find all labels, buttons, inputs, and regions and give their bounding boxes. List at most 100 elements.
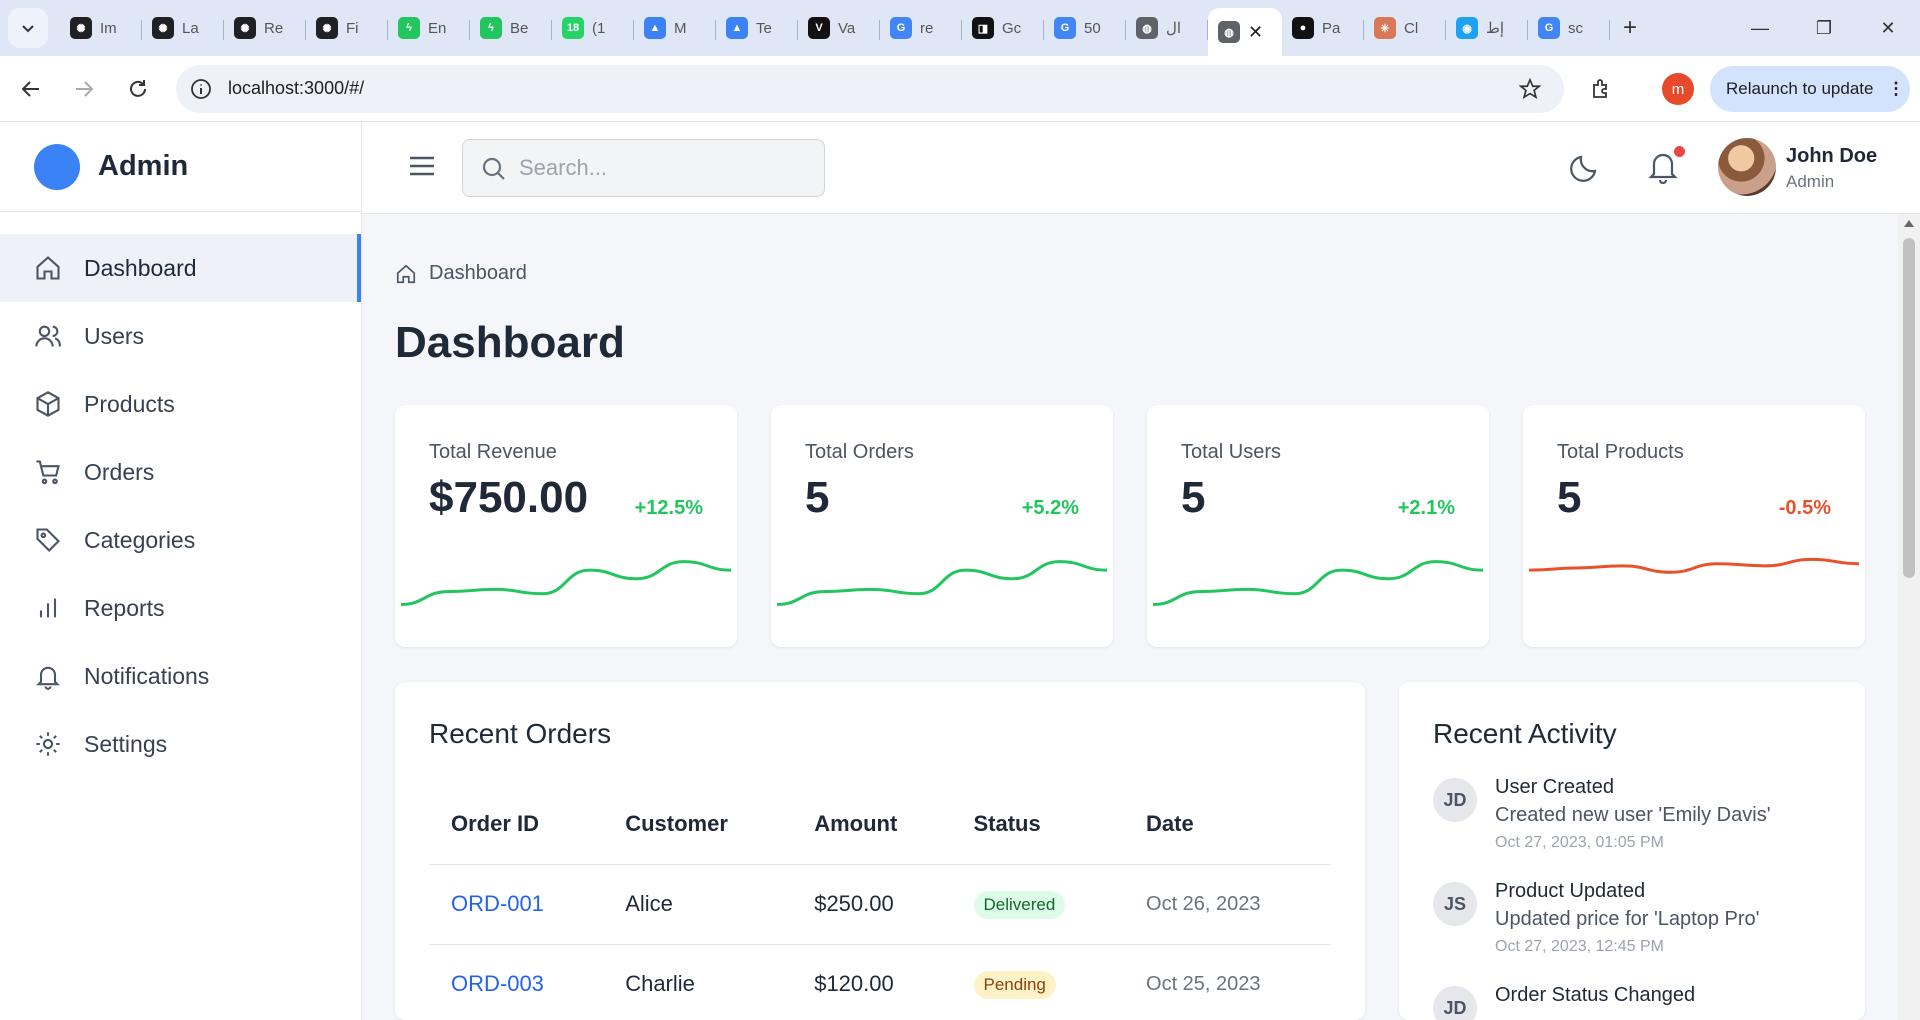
home-icon[interactable] <box>395 263 417 285</box>
sidebar-item-categories[interactable]: Categories <box>0 506 361 574</box>
activity-time: Oct 27, 2023, 01:05 PM <box>1495 834 1664 851</box>
browser-tab[interactable]: ϟ En <box>388 8 470 48</box>
browser-tab[interactable]: ✺ Im <box>60 8 142 48</box>
theme-toggle-button[interactable] <box>1568 150 1602 189</box>
user-name[interactable]: John Doe <box>1786 145 1878 167</box>
metatrader-icon: ▲ <box>644 17 666 39</box>
metatrader-icon: ▲ <box>726 17 748 39</box>
moon-icon <box>1570 155 1597 182</box>
sidebar-item-label: Reports <box>84 594 165 621</box>
box-icon <box>36 391 60 417</box>
page-title: Dashboard <box>395 318 625 367</box>
order-id-link[interactable]: ORD-003 <box>429 944 604 1020</box>
tab-title: Pa <box>1322 19 1341 37</box>
claude-icon: ✳ <box>1374 17 1396 39</box>
menu-toggle-button[interactable] <box>408 154 436 183</box>
profile-avatar[interactable]: m <box>1662 73 1694 105</box>
star-icon[interactable] <box>1519 78 1541 100</box>
scrollbar-thumb[interactable] <box>1903 238 1915 578</box>
browser-tab[interactable]: ▲ Te <box>716 8 798 48</box>
tab-title: Va <box>838 19 856 37</box>
browser-tab[interactable]: ◉ إط <box>1446 8 1528 48</box>
user-avatar[interactable] <box>1718 138 1776 196</box>
notifications-button[interactable] <box>1646 146 1685 189</box>
browser-tab[interactable]: ◍ ال <box>1126 8 1208 48</box>
browser-tab[interactable]: ✺ Fi <box>306 8 388 48</box>
sidebar-item-reports[interactable]: Reports <box>0 574 361 642</box>
tab-title: Be <box>510 19 529 37</box>
forward-button[interactable] <box>64 69 104 109</box>
tab-title: Cl <box>1404 19 1419 37</box>
search-input[interactable] <box>519 154 809 182</box>
whatsapp-icon: 18 <box>562 17 584 39</box>
restore-button[interactable]: ❐ <box>1796 0 1852 56</box>
recent-orders-title: Recent Orders <box>429 718 612 749</box>
close-window-button[interactable]: ✕ <box>1860 0 1916 56</box>
activity-title: Order Status Changed <box>1495 984 1696 1006</box>
table-row[interactable]: ORD-001 Alice $250.00 Delivered Oct 26, 2023 <box>429 864 1331 945</box>
activity-avatar: JD <box>1433 986 1477 1020</box>
column-header[interactable]: Status <box>951 784 1125 865</box>
column-header[interactable]: Amount <box>792 784 952 865</box>
address-bar[interactable]: localhost:3000/#/ <box>176 65 1564 113</box>
sidebar-item-users[interactable]: Users <box>0 302 361 370</box>
stat-label: Total Revenue <box>429 441 557 463</box>
sidebar-item-settings[interactable]: Settings <box>0 710 361 778</box>
openai-icon: ✺ <box>316 17 338 39</box>
table-row[interactable]: ORD-003 Charlie $120.00 Pending Oct 25, 2023 <box>429 944 1331 1020</box>
restore-icon: ❐ <box>1815 17 1833 38</box>
tab-title: re <box>920 19 934 37</box>
sidebar-item-notifications[interactable]: Notifications <box>0 642 361 710</box>
search-box <box>462 139 825 197</box>
activity-description: Created new user 'Emily Davis' <box>1495 804 1771 826</box>
user-role: Admin <box>1786 172 1835 191</box>
relaunch-button[interactable]: Relaunch to update ⋮ <box>1710 66 1910 112</box>
amount-cell: $120.00 <box>792 944 952 1020</box>
openai-icon: ✺ <box>234 17 256 39</box>
browser-tab[interactable]: 18 (1 <box>552 8 634 48</box>
brand: Admin <box>0 122 361 212</box>
tab-title: La <box>182 19 199 37</box>
activity-avatar: JD <box>1433 778 1477 822</box>
new-tab-button[interactable]: + <box>1622 14 1637 41</box>
sidebar-item-label: Notifications <box>84 662 210 689</box>
browser-tab[interactable]: ϟ Be <box>470 8 552 48</box>
close-tab-icon[interactable]: ✕ <box>1248 21 1264 42</box>
tab-search-button[interactable] <box>8 8 48 48</box>
column-header[interactable]: Customer <box>603 784 793 865</box>
browser-tab[interactable]: ▲ M <box>634 8 716 48</box>
browser-tab-active[interactable]: ◍ ✕ <box>1208 8 1282 56</box>
users-icon <box>35 325 61 347</box>
browser-tab[interactable]: ✳ Cl <box>1364 8 1446 48</box>
stat-card: Total Users 5 +2.1% <box>1147 405 1489 647</box>
reload-button[interactable] <box>118 69 158 109</box>
order-id-link[interactable]: ORD-001 <box>429 864 604 945</box>
browser-tab[interactable]: ✺ Re <box>224 8 306 48</box>
scroll-up-icon[interactable] <box>1904 220 1914 227</box>
sidebar-item-orders[interactable]: Orders <box>0 438 361 506</box>
stat-sparkline <box>1529 557 1859 574</box>
minimize-button[interactable]: — <box>1732 0 1788 56</box>
browser-tab[interactable]: V Va <box>798 8 880 48</box>
gear-icon <box>36 732 60 756</box>
stat-delta: +5.2% <box>1021 497 1079 519</box>
status-badge: Delivered <box>973 890 1066 919</box>
minimize-icon: — <box>1751 17 1769 38</box>
column-header[interactable]: Date <box>1124 784 1331 865</box>
browser-tab[interactable]: ✺ La <box>142 8 224 48</box>
sidebar-item-products[interactable]: Products <box>0 370 361 438</box>
sidebar-item-dashboard[interactable]: Dashboard <box>0 234 361 302</box>
browser-tab[interactable]: ◨ Gc <box>962 8 1044 48</box>
back-button[interactable] <box>11 69 51 109</box>
openai-icon: ✺ <box>152 17 174 39</box>
stat-card: Total Orders 5 +5.2% <box>771 405 1113 647</box>
brand-logo <box>34 143 80 190</box>
column-header[interactable]: Order ID <box>429 784 604 865</box>
page-scrollbar[interactable] <box>1898 214 1920 1020</box>
browser-tab[interactable]: G 50 <box>1044 8 1126 48</box>
google-icon: G <box>1054 17 1076 39</box>
extensions-icon[interactable] <box>1590 77 1614 101</box>
browser-tab[interactable]: ● Pa <box>1282 8 1364 48</box>
